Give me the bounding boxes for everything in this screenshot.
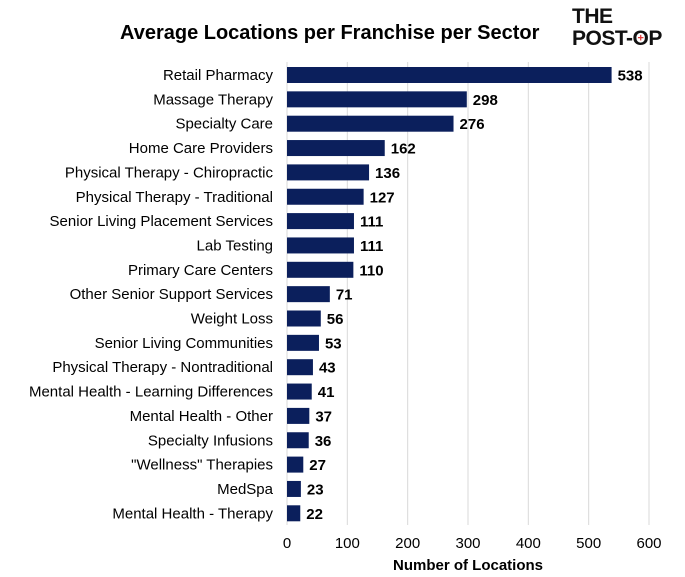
- category-label: Mental Health - Learning Differences: [29, 384, 273, 401]
- data-label: 43: [319, 360, 336, 377]
- x-axis-title: Number of Locations: [393, 557, 543, 574]
- bar: [287, 383, 312, 400]
- bar: [287, 456, 304, 473]
- x-tick-label: 600: [636, 535, 661, 552]
- bar: [287, 213, 354, 230]
- data-label: 23: [307, 481, 324, 498]
- data-label: 110: [359, 262, 383, 279]
- bar: [287, 505, 301, 522]
- logo: THE POST-O + P: [572, 5, 672, 51]
- category-label: Mental Health - Therapy: [112, 505, 273, 522]
- data-label: 111: [360, 214, 383, 231]
- category-label: Specialty Care: [175, 116, 273, 133]
- data-label: 56: [327, 311, 344, 328]
- data-label: 276: [460, 116, 485, 133]
- bar: [287, 67, 612, 83]
- logo-line2-b: P: [648, 27, 662, 50]
- bar: [287, 237, 354, 254]
- logo-line2-a: POST-: [572, 27, 633, 50]
- category-label: Massage Therapy: [153, 91, 273, 108]
- data-label: 127: [370, 189, 395, 206]
- bar: [287, 334, 319, 351]
- data-label: 71: [336, 287, 353, 304]
- bar: [287, 407, 310, 424]
- bar: [287, 359, 313, 376]
- data-label: 136: [375, 165, 400, 182]
- data-label: 111: [360, 238, 383, 255]
- data-label: 41: [318, 384, 335, 401]
- x-tick-label: 500: [576, 535, 601, 552]
- x-tick-label: 100: [335, 535, 360, 552]
- bar: [287, 480, 301, 497]
- logo-o: O +: [632, 27, 649, 50]
- category-label: Weight Loss: [191, 311, 273, 328]
- category-label: "Wellness" Therapies: [131, 457, 273, 474]
- category-label: Primary Care Centers: [128, 262, 273, 279]
- category-label: Physical Therapy - Traditional: [76, 189, 273, 206]
- category-label: Home Care Providers: [129, 140, 273, 157]
- data-label: 27: [309, 457, 326, 474]
- data-label: 162: [391, 141, 416, 158]
- data-label: 22: [306, 506, 323, 523]
- x-tick-label: 400: [516, 535, 541, 552]
- bar: [287, 115, 454, 132]
- x-tick-label: 0: [283, 535, 291, 552]
- logo-line1: THE: [572, 5, 613, 28]
- category-label: Physical Therapy - Chiropractic: [65, 164, 274, 181]
- logo-plus-icon: +: [637, 32, 644, 45]
- data-label: 36: [315, 433, 332, 450]
- category-label: Other Senior Support Services: [70, 286, 273, 303]
- category-label: Senior Living Communities: [95, 335, 273, 352]
- data-label: 298: [473, 92, 498, 109]
- category-label: Specialty Infusions: [148, 432, 273, 449]
- category-label: Retail Pharmacy: [163, 67, 274, 84]
- category-label: Lab Testing: [197, 237, 273, 254]
- data-label: 53: [325, 335, 342, 352]
- category-label: MedSpa: [217, 481, 274, 498]
- bar: [287, 91, 467, 108]
- logo-line2: POST-O + P: [572, 27, 662, 51]
- category-label: Senior Living Placement Services: [50, 213, 273, 230]
- bar: [287, 286, 330, 303]
- x-tick-label: 200: [395, 535, 420, 552]
- category-label: Mental Health - Other: [130, 408, 273, 425]
- bar: [287, 188, 364, 205]
- bar: [287, 164, 370, 181]
- chart-title: Average Locations per Franchise per Sect…: [120, 22, 540, 44]
- bar: [287, 261, 354, 278]
- data-label: 37: [315, 408, 332, 425]
- bar: [287, 310, 321, 327]
- bar: [287, 140, 385, 157]
- category-label: Physical Therapy - Nontraditional: [52, 359, 273, 376]
- x-tick-label: 300: [455, 535, 480, 552]
- bar: [287, 432, 309, 449]
- data-label: 538: [618, 68, 643, 85]
